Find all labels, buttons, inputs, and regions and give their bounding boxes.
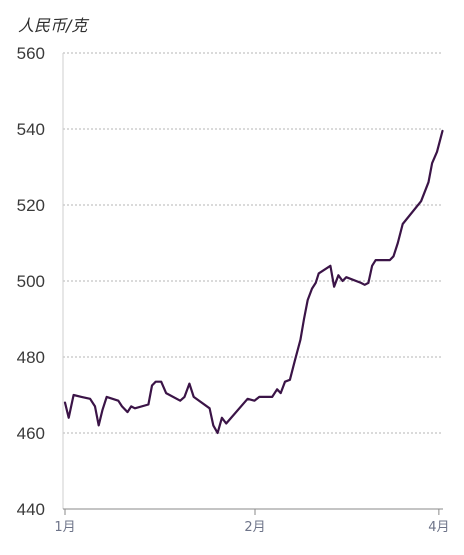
x-tick-label-1: 2月 <box>244 520 265 535</box>
x-axis: 1月 2月 4月 <box>54 508 450 535</box>
x-tick-label-2: 4月 <box>428 520 449 535</box>
y-tick-label-520: 520 <box>17 196 45 215</box>
x-tick-label-0: 1月 <box>54 520 75 535</box>
y-tick-label-560: 560 <box>17 44 45 63</box>
gridlines <box>62 52 443 509</box>
series-layer <box>63 129 444 435</box>
y-tick-label-540: 540 <box>17 120 45 139</box>
y-tick-label-460: 460 <box>17 424 45 443</box>
y-tick-label-500: 500 <box>17 272 45 291</box>
y-axis-unit-label: 人民币/克 <box>18 16 89 35</box>
series-0-points <box>64 130 444 434</box>
y-tick-label-440: 440 <box>17 500 45 519</box>
y-tick-label-480: 480 <box>17 348 45 367</box>
y-axis-ticks: 440 460 480 500 520 540 560 <box>17 44 45 519</box>
series-line-0 <box>63 129 444 435</box>
